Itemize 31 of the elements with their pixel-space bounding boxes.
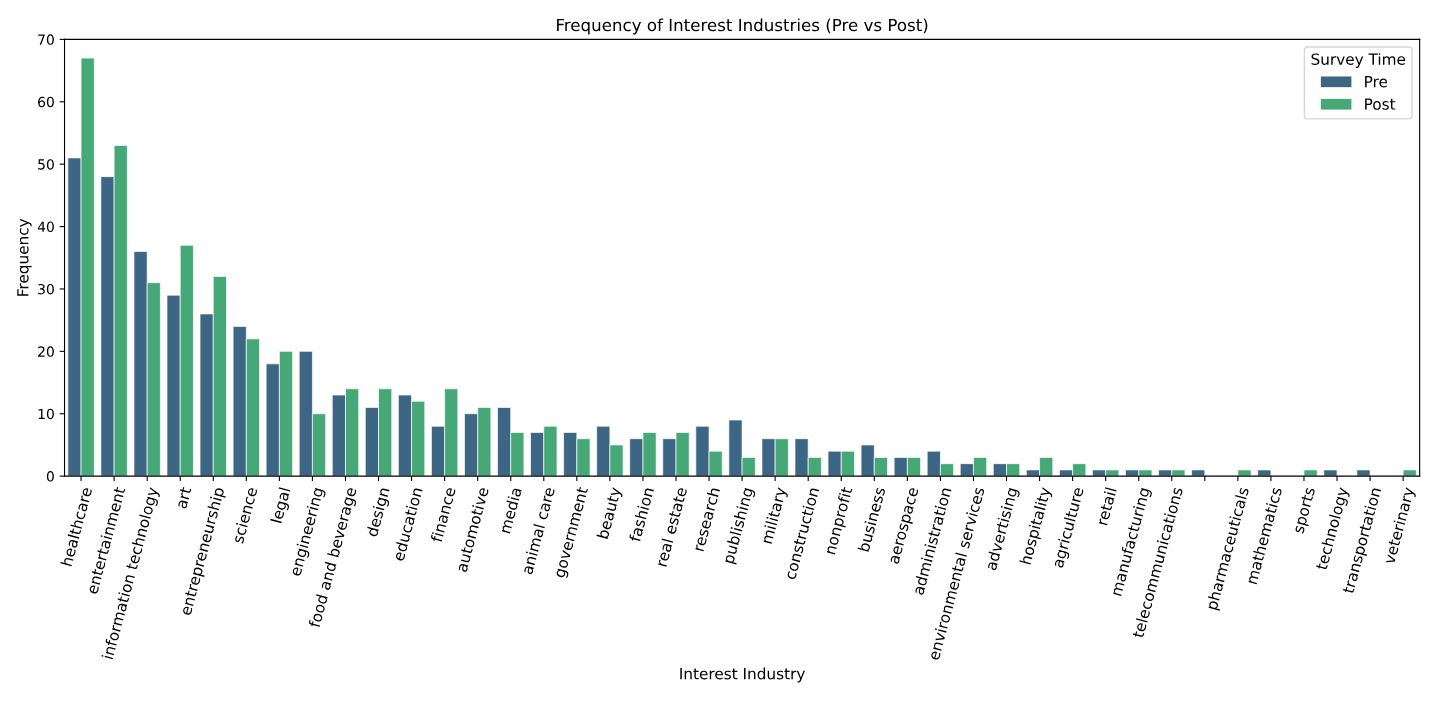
x-tick-label: finance — [430, 486, 456, 543]
x-tick-label: media — [498, 487, 522, 534]
bar — [1303, 469, 1318, 477]
legend-label: Pre — [1365, 76, 1388, 88]
bar — [1402, 469, 1417, 477]
legend-label: Post — [1365, 98, 1396, 110]
bar — [1257, 469, 1272, 477]
y-tick-label: 0 — [46, 471, 54, 482]
chart-title: Frequency of Interest Industries (Pre vs Post) — [557, 18, 928, 35]
x-tick-label: research — [692, 487, 721, 552]
bar — [1356, 469, 1371, 477]
x-tick-label: design — [365, 487, 393, 538]
x-tick-label: science — [231, 486, 258, 544]
y-tick-label: 70 — [38, 34, 54, 45]
x-tick-label: real estate — [655, 486, 688, 567]
y-tick-label: 40 — [37, 221, 54, 233]
x-tick-label: fashion — [628, 487, 655, 543]
y-tick-label: 10 — [38, 408, 54, 420]
bar — [1323, 469, 1338, 477]
y-tick-label: 60 — [38, 96, 54, 108]
y-tick-label: 50 — [38, 159, 54, 170]
x-tick-label: legal — [270, 487, 294, 524]
x-tick-label: military — [760, 486, 790, 545]
y-tick-label: 20 — [38, 346, 54, 357]
y-tick-label: 30 — [38, 283, 54, 295]
legend-title: Survey Time — [1311, 53, 1406, 68]
x-axis-title: Interest Industry — [680, 667, 805, 683]
bar — [1237, 469, 1252, 477]
x-tick-label: sports — [1294, 487, 1316, 534]
y-axis-title: Frequency — [17, 218, 32, 296]
bar — [1191, 469, 1206, 477]
